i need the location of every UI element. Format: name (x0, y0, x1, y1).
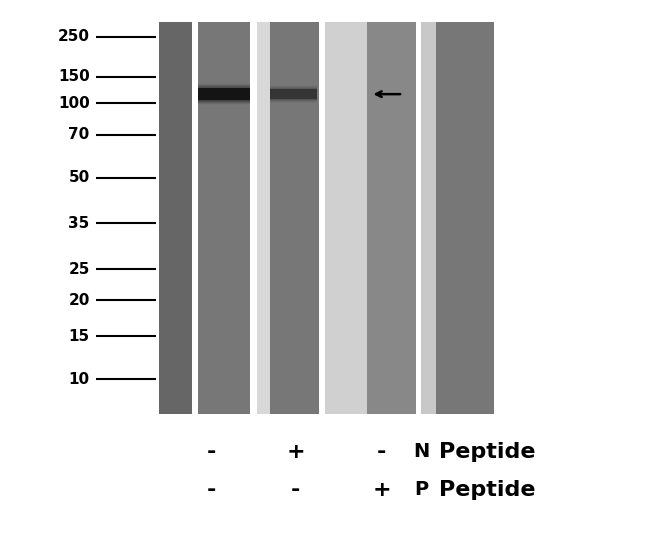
Bar (270, 88, 317, 101)
Bar (270, 87, 317, 101)
Text: 35: 35 (68, 216, 90, 231)
Text: Peptide: Peptide (439, 479, 535, 500)
Bar (198, 84, 250, 104)
Bar (257, 22, 270, 414)
Bar (198, 84, 250, 104)
Bar (198, 86, 250, 103)
Bar (270, 89, 317, 99)
Bar (270, 22, 318, 414)
Text: +: + (372, 479, 391, 500)
Bar (198, 86, 250, 102)
Text: 25: 25 (68, 261, 90, 277)
Bar (198, 88, 250, 100)
Text: 15: 15 (69, 329, 90, 344)
Bar (198, 88, 250, 101)
Text: 50: 50 (68, 170, 90, 185)
Text: -: - (377, 442, 386, 462)
Text: -: - (207, 442, 216, 462)
Bar (270, 89, 317, 100)
Bar (159, 22, 494, 414)
Bar (198, 87, 250, 102)
Bar (270, 88, 317, 100)
Bar (436, 22, 494, 414)
Text: -: - (207, 479, 216, 500)
Text: 250: 250 (58, 29, 90, 44)
Bar (198, 22, 250, 414)
Bar (421, 22, 436, 414)
Text: N: N (413, 442, 429, 462)
Text: 20: 20 (68, 293, 90, 308)
Text: 10: 10 (69, 372, 90, 387)
Bar (367, 22, 416, 414)
Bar (270, 85, 317, 103)
Text: P: P (414, 480, 428, 499)
Bar (325, 22, 367, 414)
Bar (198, 83, 250, 105)
Bar (270, 89, 317, 99)
Text: -: - (291, 479, 300, 500)
Text: Peptide: Peptide (439, 442, 535, 462)
Text: +: + (287, 442, 305, 462)
Bar (270, 87, 317, 102)
Bar (159, 22, 192, 414)
Bar (198, 88, 250, 100)
Bar (270, 86, 317, 103)
Text: 100: 100 (58, 96, 90, 111)
Text: 150: 150 (58, 69, 90, 84)
Text: 70: 70 (68, 127, 90, 142)
